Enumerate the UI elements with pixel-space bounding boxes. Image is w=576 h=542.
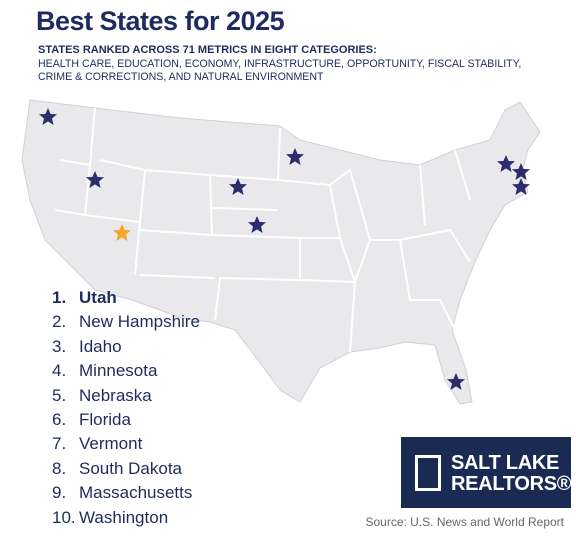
rank-number: 3. — [52, 336, 67, 356]
ranking-item: 1. Utah — [52, 286, 200, 310]
ranking-item: 4. Minnesota — [52, 359, 200, 383]
ranking-item: 9. Massachusetts — [52, 481, 200, 505]
rank-number: 9. — [52, 483, 67, 503]
ranking-item: 3. Idaho — [52, 335, 200, 359]
subtitle: STATES RANKED ACROSS 71 METRICS IN EIGHT… — [38, 44, 377, 56]
rank-number: 2. — [52, 312, 67, 332]
state-name: South Dakota — [79, 458, 183, 478]
rank-number: 1. — [52, 288, 67, 307]
us-outline — [21, 99, 541, 405]
state-name: Washington — [79, 507, 169, 527]
logo: SALT LAKE REALTORS® — [401, 437, 572, 508]
state-lines — [54, 107, 471, 353]
rank-number: 4. — [52, 361, 67, 381]
state-name: Minnesota — [79, 361, 158, 381]
state-name: Massachusetts — [79, 483, 193, 503]
state-name: Utah — [79, 288, 117, 307]
logo-line: REALTORS® — [451, 473, 572, 495]
title: Best States for 2025 — [36, 6, 285, 36]
state-name: New Hampshire — [79, 312, 200, 332]
state-name: Florida — [79, 409, 131, 429]
source: Source: U.S. News and World Report — [365, 515, 564, 529]
rank-number: 8. — [52, 458, 67, 478]
state-name: Nebraska — [79, 385, 152, 405]
logo-mark — [415, 455, 441, 491]
ranking-item: 6. Florida — [52, 408, 200, 432]
ranking-item: 5. Nebraska — [52, 384, 200, 408]
rank-number: 6. — [52, 409, 67, 429]
rank-number: 5. — [52, 385, 67, 405]
ranking-item: 7. Vermont — [52, 432, 200, 456]
rank-number: 7. — [52, 434, 67, 454]
logo-line: SALT LAKE — [451, 452, 560, 474]
rankings-list: 1. Utah 2. New Hampshire 3. Idaho 4. Minnesota 5… — [52, 286, 200, 530]
state-name: Vermont — [79, 434, 143, 454]
categories-text: HEALTH CARE, EDUCATION, ECONOMY, INFRAST… — [38, 58, 522, 83]
ranking-item: 10. Washington — [52, 506, 200, 530]
ranking-item: 8. South Dakota — [52, 457, 200, 481]
ranking-item: 2. New Hampshire — [52, 310, 200, 334]
state-name: Idaho — [79, 336, 122, 356]
rank-number: 10. — [52, 507, 76, 527]
